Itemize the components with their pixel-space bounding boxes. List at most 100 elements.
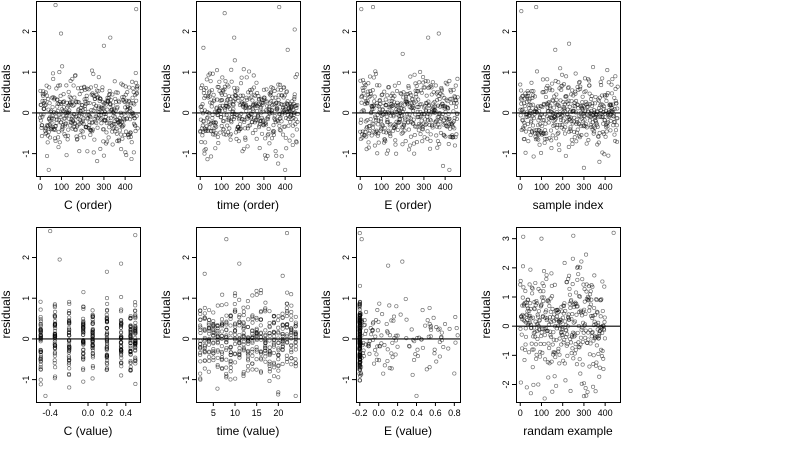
residual-point xyxy=(593,94,598,100)
residual-point xyxy=(70,76,75,81)
residual-point xyxy=(67,310,72,316)
residual-point xyxy=(213,120,218,125)
residual-point xyxy=(393,142,398,147)
x-tick-label: 10 xyxy=(230,408,240,418)
residual-point xyxy=(544,277,549,282)
residual-point xyxy=(128,341,133,346)
residual-point xyxy=(223,92,228,97)
residual-point xyxy=(374,352,379,357)
residual-point xyxy=(596,336,601,341)
residual-point xyxy=(377,83,382,88)
residual-point xyxy=(547,303,552,309)
residual-point xyxy=(597,159,602,164)
x-axis-label: randam example xyxy=(523,424,613,438)
residual-point xyxy=(292,95,297,100)
residual-point xyxy=(433,83,438,88)
residual-point xyxy=(551,330,556,335)
residual-point xyxy=(201,90,206,95)
residual-point xyxy=(546,375,551,380)
residual-point xyxy=(439,330,444,335)
residual-point xyxy=(263,341,268,346)
residual-point xyxy=(54,86,59,91)
residual-point xyxy=(207,71,213,76)
residual-point xyxy=(81,356,86,361)
residual-point xyxy=(202,366,207,371)
residual-point xyxy=(276,368,281,373)
residual-point xyxy=(560,324,565,330)
residual-point xyxy=(576,272,581,277)
residual-point xyxy=(236,139,241,144)
residual-point xyxy=(382,125,387,130)
x-tick-label: 400 xyxy=(278,182,293,192)
residual-point xyxy=(267,141,272,146)
residual-point xyxy=(90,317,95,322)
residual-point xyxy=(367,129,372,134)
residual-point xyxy=(275,87,280,92)
residual-point xyxy=(292,92,297,97)
residual-point xyxy=(575,102,580,107)
residual-point xyxy=(373,115,378,120)
residual-point xyxy=(119,353,124,358)
residual-point xyxy=(357,345,362,351)
residual-point xyxy=(52,313,57,319)
residual-point xyxy=(38,299,43,304)
residual-point xyxy=(363,331,368,337)
residual-point xyxy=(398,312,403,317)
residual-point xyxy=(581,394,586,399)
residual-point xyxy=(391,318,396,323)
residual-point xyxy=(528,267,533,272)
residual-point xyxy=(592,273,597,278)
residual-point xyxy=(582,117,587,122)
residual-point xyxy=(574,139,579,144)
residual-point xyxy=(43,131,48,136)
residual-point xyxy=(106,116,111,121)
residual-point xyxy=(575,127,580,132)
residual-point xyxy=(439,114,445,119)
residual-point xyxy=(221,132,227,137)
residual-point xyxy=(557,106,562,111)
residual-point xyxy=(426,35,431,40)
residual-point xyxy=(84,96,89,101)
residual-point xyxy=(522,137,527,142)
x-tick-label: 0.2 xyxy=(391,408,404,418)
residual-point xyxy=(245,368,250,373)
residual-point xyxy=(603,134,608,139)
residual-point xyxy=(208,100,213,105)
residual-point xyxy=(46,96,51,101)
residual-point xyxy=(568,127,573,132)
residual-point xyxy=(452,115,457,121)
residual-point xyxy=(285,359,290,364)
residual-point xyxy=(282,124,287,129)
residual-point xyxy=(224,347,229,352)
residual-point xyxy=(101,106,106,111)
residual-point xyxy=(600,279,605,284)
y-tick-label: 1 xyxy=(21,296,31,301)
residual-point xyxy=(52,328,58,333)
residual-point xyxy=(71,83,76,88)
residual-point xyxy=(554,92,559,97)
residual-point xyxy=(250,320,255,325)
x-tick-label: 100 xyxy=(534,182,549,192)
residual-point xyxy=(199,139,204,145)
residual-point xyxy=(90,353,95,358)
residual-point xyxy=(564,280,569,285)
residual-point xyxy=(284,353,289,358)
residual-point xyxy=(384,102,389,108)
residual-point xyxy=(98,146,103,151)
residual-point xyxy=(525,304,530,309)
residual-points xyxy=(358,5,460,172)
residual-point xyxy=(211,329,216,334)
residual-point xyxy=(211,341,216,346)
residual-point xyxy=(537,327,542,332)
residual-point xyxy=(541,118,547,123)
residual-point xyxy=(366,124,372,129)
residual-point xyxy=(518,326,523,331)
residual-point xyxy=(38,382,43,387)
residual-point xyxy=(128,343,133,349)
residual-point xyxy=(585,104,591,109)
residual-point xyxy=(572,334,577,339)
residual-point xyxy=(123,129,129,134)
residual-point xyxy=(241,320,246,325)
residual-point xyxy=(550,342,555,347)
